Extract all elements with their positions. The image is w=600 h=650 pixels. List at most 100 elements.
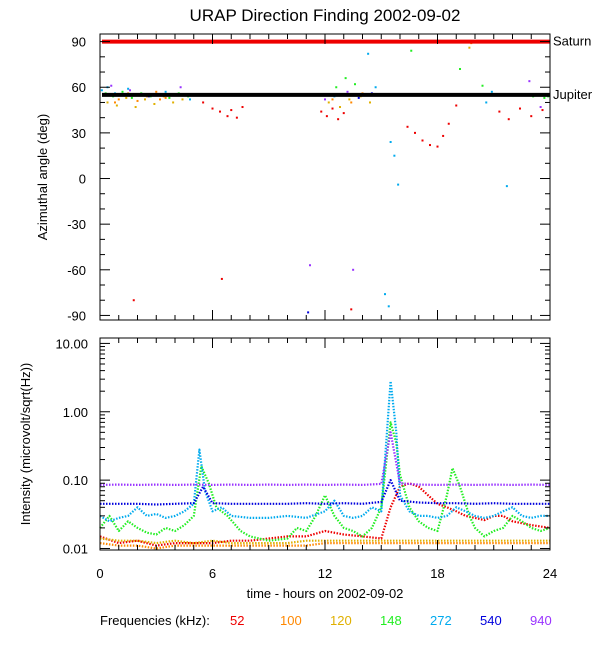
- azimuth-point-100: [117, 98, 120, 101]
- azimuth-point-120: [115, 104, 118, 107]
- time-xlabel: time - hours on 2002-09-02: [247, 586, 404, 601]
- time-xtick-label: 0: [96, 566, 103, 581]
- azimuth-point-272: [164, 90, 167, 93]
- azimuth-point-52: [132, 299, 135, 302]
- azimuth-point-940: [324, 98, 326, 101]
- azimuth-point-52: [219, 110, 221, 113]
- azimuth-point-120: [348, 98, 351, 101]
- azimuth-point-272: [505, 185, 508, 188]
- azimuth-point-52: [230, 109, 233, 112]
- azimuth-point-52: [436, 145, 439, 148]
- reference-label-saturn: Saturn: [553, 34, 591, 49]
- azimuth-point-52: [447, 122, 450, 125]
- intensity-ytick-label: 1.00: [63, 405, 88, 420]
- azimuth-point-52: [350, 308, 353, 311]
- azimuth-point-120: [134, 106, 137, 109]
- azimuth-point-272: [397, 183, 400, 186]
- azimuth-point-120: [468, 46, 471, 49]
- azimuth-point-148: [354, 83, 356, 86]
- azimuth-point-120: [339, 106, 341, 109]
- legend-item-148: 148: [380, 613, 402, 628]
- intensity-series-148: [99, 421, 551, 542]
- azimuth-point-148: [130, 96, 133, 99]
- intensity-series-940: [99, 431, 551, 486]
- intensity-series-540: [100, 479, 550, 506]
- azimuth-point-52: [320, 110, 323, 113]
- azimuth-point-940: [352, 268, 355, 271]
- azimuth-point-540: [357, 96, 360, 99]
- azimuth-point-272: [100, 89, 103, 92]
- azimuth-point-100: [159, 98, 161, 101]
- azimuth-point-148: [344, 77, 347, 80]
- intensity-plot-frame: [99, 337, 551, 551]
- azimuth-point-272: [393, 154, 396, 157]
- azimuth-point-52: [325, 115, 328, 118]
- legend-item-100: 100: [280, 613, 302, 628]
- azimuth-point-148: [410, 49, 413, 52]
- intensity-ytick-label: 0.10: [63, 473, 88, 488]
- intensity-series-272: [99, 380, 550, 523]
- azimuth-point-148: [481, 84, 484, 87]
- reference-label-jupiter: Jupiter: [553, 87, 593, 102]
- legend-item-272: 272: [430, 613, 452, 628]
- azimuth-ytick-label: 60: [72, 80, 86, 95]
- azimuth-ytick-label: -30: [67, 217, 86, 232]
- azimuth-plot-frame: [99, 33, 551, 321]
- legend-item-940: 940: [530, 613, 552, 628]
- time-xtick-label: 6: [209, 566, 216, 581]
- azimuth-point-52: [541, 109, 544, 112]
- azimuth-ytick-label: 90: [72, 35, 86, 50]
- legend-item-120: 120: [330, 613, 352, 628]
- azimuth-point-940: [129, 89, 131, 92]
- azimuth-point-940: [346, 90, 349, 93]
- azimuth-point-120: [181, 98, 184, 101]
- azimuth-point-100: [155, 90, 158, 93]
- azimuth-ytick-label: -60: [67, 263, 86, 278]
- azimuth-axis: 90 60 30 0 -30 -60 -90: [67, 34, 551, 323]
- azimuth-point-100: [331, 98, 334, 101]
- legend-item-540: 540: [480, 613, 502, 628]
- azimuth-point-52: [211, 107, 214, 110]
- azimuth-point-52: [507, 118, 510, 121]
- intensity-plot-area: [99, 380, 551, 550]
- intensity-ylabel: Intensity (microvolt/sqrt(Hz)): [18, 363, 33, 526]
- azimuth-point-540: [307, 311, 310, 314]
- time-xtick-label: 24: [543, 566, 557, 581]
- time-xtick-label: 18: [430, 566, 444, 581]
- azimuth-ylabel: Azimuthal angle (deg): [35, 114, 50, 240]
- azimuth-point-148: [459, 67, 461, 70]
- azimuth-point-52: [530, 115, 533, 118]
- azimuth-point-148: [335, 86, 338, 89]
- azimuth-point-100: [164, 96, 167, 99]
- azimuth-point-52: [421, 139, 424, 142]
- azimuth-point-272: [490, 90, 493, 93]
- intensity-ytick-label: 0.01: [63, 541, 88, 556]
- azimuth-point-120: [125, 96, 128, 99]
- azimuth-point-120: [153, 102, 156, 105]
- azimuth-point-120: [327, 101, 330, 104]
- azimuth-point-52: [331, 107, 334, 110]
- azimuth-point-272: [389, 141, 392, 144]
- azimuth-point-120: [144, 98, 146, 101]
- azimuth-point-100: [350, 101, 353, 104]
- azimuth-point-272: [384, 293, 386, 296]
- azimuth-point-940: [110, 84, 113, 87]
- azimuth-point-940: [309, 264, 311, 267]
- azimuth-point-120: [369, 101, 371, 104]
- azimuth-point-52: [220, 277, 223, 280]
- frequency-legend: Frequencies (kHz): 52 100 120 148 272 540 940: [100, 613, 552, 628]
- azimuth-point-52: [429, 144, 431, 147]
- legend-label: Frequencies (kHz):: [100, 613, 210, 628]
- azimuth-plot-area: Saturn Jupiter: [100, 34, 593, 314]
- azimuth-point-52: [241, 106, 244, 109]
- azimuth-point-52: [202, 101, 205, 104]
- azimuth-point-52: [235, 116, 238, 119]
- azimuth-point-272: [485, 101, 488, 104]
- chart-title: URAP Direction Finding 2002-09-02: [190, 6, 461, 25]
- azimuth-point-272: [374, 86, 377, 89]
- azimuth-ytick-label: 30: [72, 126, 86, 141]
- azimuth-point-272: [367, 52, 370, 55]
- azimuth-point-272: [127, 87, 130, 90]
- time-xtick-label: 12: [318, 566, 332, 581]
